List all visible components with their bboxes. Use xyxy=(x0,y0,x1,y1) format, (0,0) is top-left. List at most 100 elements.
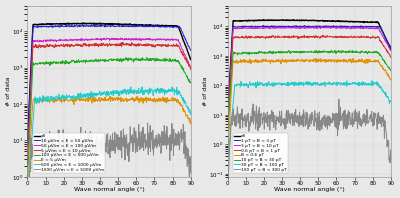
Line: B < 0.6 pT: B < 0.6 pT xyxy=(228,58,391,158)
100 pT < B < 300 pT xyxy=(304,111,308,113)
30 pT < B < 100 pT xyxy=(225,161,230,163)
30 pT < B < 100 pT xyxy=(385,95,390,98)
E < 5 μV/m xyxy=(185,114,190,116)
0.6 pT < B < 1 pT xyxy=(323,35,328,37)
3 pT < B < 10 pT xyxy=(304,27,309,30)
E < 5 μV/m xyxy=(25,195,30,197)
50 μV/m < E < 100 μV/m xyxy=(110,37,114,39)
Line: all: all xyxy=(28,23,191,143)
Y-axis label: # of data: # of data xyxy=(6,76,10,106)
1000 μV/m < E < 5000 μV/m xyxy=(159,139,164,142)
50 μV/m < E < 100 μV/m xyxy=(122,37,127,40)
E < 5 μV/m xyxy=(103,96,108,98)
500 μV/m < E < 1000 μV/m xyxy=(114,91,118,94)
Line: 100 μV/m < E < 500 μV/m: 100 μV/m < E < 500 μV/m xyxy=(28,58,191,183)
10 μV/m < E < 50 μV/m xyxy=(185,42,190,45)
10 μV/m < E < 50 μV/m xyxy=(114,25,118,28)
100 μV/m < E < 500 μV/m xyxy=(114,58,118,61)
100 μV/m < E < 500 μV/m xyxy=(159,59,164,62)
1 pT < B < 3 pT xyxy=(388,48,393,50)
B < 0.6 pT xyxy=(225,157,230,159)
X-axis label: Wave normal angle (°): Wave normal angle (°) xyxy=(274,188,345,192)
Legend: all, 10 μV/m < E < 50 μV/m, 50 μV/m < E < 100 μV/m, 5 μV/m < E < 10 μV/m, 100 μV: all, 10 μV/m < E < 50 μV/m, 50 μV/m < E … xyxy=(33,133,105,173)
B < 0.6 pT xyxy=(323,61,328,64)
500 μV/m < E < 1000 μV/m xyxy=(188,111,193,114)
5 μV/m < E < 10 μV/m xyxy=(188,69,193,71)
Line: 500 μV/m < E < 1000 μV/m: 500 μV/m < E < 1000 μV/m xyxy=(28,87,191,193)
5 μV/m < E < 10 μV/m xyxy=(114,43,118,46)
E < 5 μV/m xyxy=(104,99,108,101)
10 μV/m < E < 50 μV/m xyxy=(188,49,193,51)
10 pT < B < 30 pT xyxy=(388,69,393,72)
1 pT < B < 3 pT xyxy=(303,25,308,28)
100 pT < B < 300 pT xyxy=(336,98,341,100)
Line: 10 pT < B < 30 pT: 10 pT < B < 30 pT xyxy=(228,50,391,131)
500 μV/m < E < 1000 μV/m xyxy=(103,93,108,95)
500 μV/m < E < 1000 μV/m xyxy=(185,106,190,108)
E < 5 μV/m xyxy=(188,121,193,123)
all xyxy=(303,19,308,21)
10 pT < B < 30 pT xyxy=(385,65,390,67)
Y-axis label: # of data: # of data xyxy=(203,76,208,106)
30 pT < B < 100 pT xyxy=(322,83,327,86)
10 pT < B < 30 pT xyxy=(332,49,337,52)
all xyxy=(388,48,393,51)
0.6 pT < B < 1 pT xyxy=(225,132,230,134)
all xyxy=(385,41,390,43)
0.6 pT < B < 1 pT xyxy=(320,34,325,36)
100 μV/m < E < 500 μV/m xyxy=(122,59,127,61)
all xyxy=(114,23,118,25)
50 μV/m < E < 100 μV/m xyxy=(114,38,118,41)
30 pT < B < 100 pT xyxy=(359,82,364,85)
B < 0.6 pT xyxy=(304,58,308,61)
3 pT < B < 10 pT xyxy=(303,27,308,29)
Line: E < 5 μV/m: E < 5 μV/m xyxy=(28,96,191,196)
0.6 pT < B < 1 pT xyxy=(360,36,364,38)
0.6 pT < B < 1 pT xyxy=(388,56,393,59)
10 pT < B < 30 pT xyxy=(314,50,318,52)
10 pT < B < 30 pT xyxy=(303,51,308,53)
Line: 30 pT < B < 100 pT: 30 pT < B < 100 pT xyxy=(228,81,391,162)
10 pT < B < 30 pT xyxy=(322,51,327,53)
Line: 1000 μV/m < E < 5000 μV/m: 1000 μV/m < E < 5000 μV/m xyxy=(28,123,191,198)
B < 0.6 pT xyxy=(385,73,390,75)
B < 0.6 pT xyxy=(303,59,308,62)
3 pT < B < 10 pT xyxy=(225,124,230,126)
10 μV/m < E < 50 μV/m xyxy=(103,25,108,28)
1 pT < B < 3 pT xyxy=(385,40,390,42)
3 pT < B < 10 pT xyxy=(314,27,319,29)
10 μV/m < E < 50 μV/m xyxy=(25,145,30,147)
B < 0.6 pT xyxy=(314,57,319,59)
1 pT < B < 3 pT xyxy=(260,24,265,27)
5 μV/m < E < 10 μV/m xyxy=(120,41,124,44)
1 pT < B < 3 pT xyxy=(225,122,230,124)
30 pT < B < 100 pT xyxy=(304,81,308,83)
B < 0.6 pT xyxy=(360,60,364,63)
all xyxy=(81,22,86,24)
10 pT < B < 30 pT xyxy=(360,51,364,53)
3 pT < B < 10 pT xyxy=(388,50,393,52)
10 pT < B < 30 pT xyxy=(225,129,230,132)
1000 μV/m < E < 5000 μV/m xyxy=(188,172,193,174)
Line: 100 pT < B < 300 pT: 100 pT < B < 300 pT xyxy=(228,99,391,196)
50 μV/m < E < 100 μV/m xyxy=(185,59,190,62)
all xyxy=(314,19,319,22)
100 μV/m < E < 500 μV/m xyxy=(25,182,30,184)
100 pT < B < 300 pT xyxy=(225,195,230,197)
500 μV/m < E < 1000 μV/m xyxy=(122,91,127,93)
50 μV/m < E < 100 μV/m xyxy=(188,68,193,70)
0.6 pT < B < 1 pT xyxy=(303,35,308,38)
3 pT < B < 10 pT xyxy=(360,27,364,29)
all xyxy=(360,21,364,23)
E < 5 μV/m xyxy=(159,98,164,100)
10 pT < B < 30 pT xyxy=(304,51,308,53)
all xyxy=(304,19,309,21)
100 pT < B < 300 pT xyxy=(322,114,327,116)
50 μV/m < E < 100 μV/m xyxy=(103,38,108,41)
30 pT < B < 100 pT xyxy=(314,82,318,84)
50 μV/m < E < 100 μV/m xyxy=(159,38,164,41)
Line: 5 μV/m < E < 10 μV/m: 5 μV/m < E < 10 μV/m xyxy=(28,43,191,165)
0.6 pT < B < 1 pT xyxy=(304,35,308,38)
Line: all: all xyxy=(228,20,391,117)
100 μV/m < E < 500 μV/m xyxy=(188,82,193,84)
